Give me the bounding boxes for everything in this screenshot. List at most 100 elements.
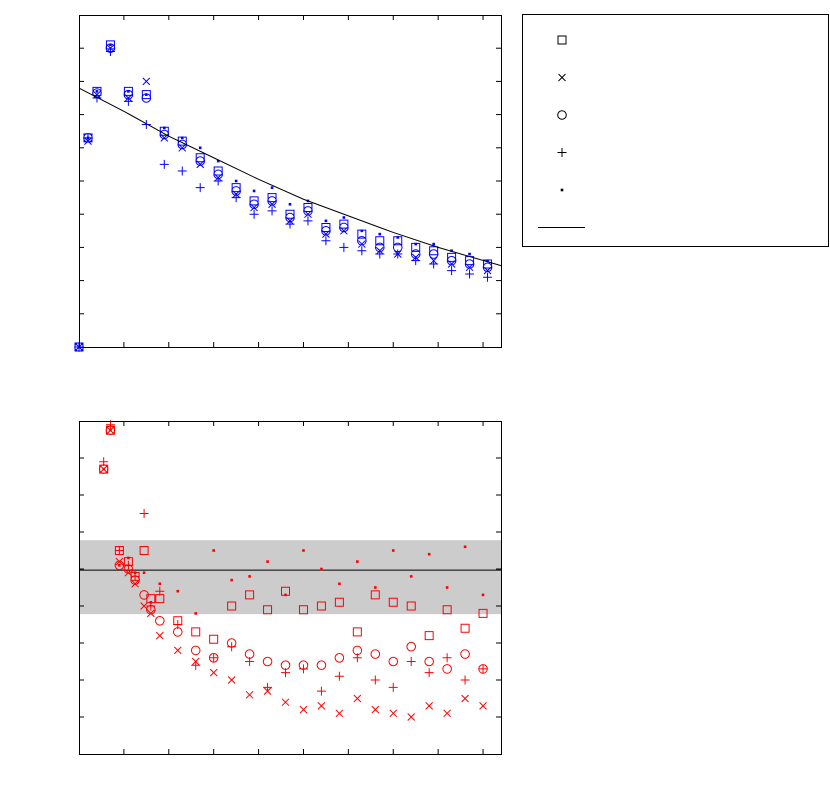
- data-point: [316, 601, 326, 611]
- data-point: [406, 601, 416, 611]
- data-point: [252, 189, 256, 193]
- data-point: [114, 560, 125, 571]
- data-point: [324, 219, 328, 223]
- data-point: [483, 272, 493, 282]
- data-point: [230, 578, 233, 582]
- data-point: [303, 216, 313, 226]
- data-point: [321, 236, 331, 246]
- data-point: [123, 560, 133, 570]
- data-point: [95, 90, 99, 93]
- data-point: [141, 120, 151, 130]
- data-point: [393, 249, 403, 259]
- data-point: [478, 664, 488, 674]
- data-point: [321, 226, 331, 236]
- data-point: [302, 549, 305, 552]
- data-point: [102, 467, 105, 471]
- data-point: [425, 702, 434, 710]
- data-point: [406, 657, 416, 666]
- data-point: [155, 594, 165, 604]
- data-point: [445, 586, 449, 589]
- data-point: [285, 219, 295, 229]
- data-point: [155, 616, 165, 626]
- data-point: [465, 263, 474, 272]
- data-point: [139, 546, 149, 555]
- data-point: [155, 631, 164, 640]
- data-point: [424, 631, 434, 641]
- data-point: [267, 196, 277, 206]
- data-point: [373, 586, 377, 589]
- data-point: [378, 232, 382, 236]
- data-point: [468, 252, 471, 256]
- data-point: [196, 160, 205, 169]
- data-point: [139, 509, 149, 518]
- data-point: [428, 249, 439, 259]
- data-point: [356, 560, 359, 563]
- data-point: [317, 702, 326, 710]
- data-point: [424, 656, 434, 667]
- data-point: [131, 579, 139, 588]
- data-point: [460, 649, 470, 659]
- data-point: [409, 575, 413, 578]
- data-point: [99, 457, 109, 467]
- data-point: [124, 568, 133, 577]
- data-point: [177, 166, 187, 176]
- data-point: [145, 93, 148, 96]
- data-point: [139, 590, 149, 600]
- data-point: [212, 549, 215, 552]
- data-point: [159, 129, 170, 140]
- legend-box: [522, 14, 829, 247]
- data-point: [316, 686, 326, 696]
- legend-marker: [557, 148, 567, 157]
- data-point: [442, 653, 452, 663]
- data-point: [173, 620, 183, 629]
- data-point: [481, 593, 485, 597]
- data-point: [303, 206, 313, 216]
- data-point: [191, 660, 201, 670]
- data-point: [299, 705, 308, 714]
- data-point: [432, 242, 435, 246]
- data-point: [427, 552, 431, 556]
- data-point: [231, 193, 241, 203]
- data-point: [316, 660, 327, 671]
- data-point: [357, 246, 367, 256]
- data-point: [115, 557, 124, 566]
- data-point: [149, 601, 153, 604]
- data-point: [443, 709, 451, 718]
- fit-curve: [78, 87, 502, 267]
- data-point: [334, 653, 345, 663]
- data-point: [461, 694, 469, 703]
- data-point: [388, 682, 398, 692]
- data-point: [460, 675, 470, 685]
- data-point: [391, 549, 395, 552]
- data-point: [178, 143, 187, 152]
- data-point: [213, 176, 223, 186]
- data-point: [198, 146, 202, 150]
- data-point: [298, 605, 308, 615]
- data-point: [414, 242, 418, 246]
- data-point: [86, 136, 90, 140]
- data-point: [195, 156, 206, 166]
- data-point: [463, 545, 467, 549]
- data-point: [298, 664, 308, 674]
- data-point: [262, 656, 273, 667]
- data-point: [245, 590, 255, 600]
- data-point: [371, 705, 380, 714]
- legend-marker: [560, 188, 564, 192]
- data-point: [370, 649, 381, 659]
- data-point: [133, 571, 137, 574]
- data-point: [176, 589, 180, 593]
- data-point: [339, 222, 349, 233]
- data-point: [227, 642, 237, 652]
- data-point: [146, 594, 156, 604]
- data-point: [263, 605, 273, 615]
- data-point: [159, 159, 169, 169]
- data-point: [114, 546, 124, 555]
- data-point: [479, 702, 487, 710]
- data-point: [465, 269, 475, 279]
- data-point: [245, 657, 255, 666]
- data-point: [267, 206, 277, 216]
- data-point: [482, 262, 493, 273]
- band: [79, 540, 501, 615]
- data-point: [322, 230, 330, 238]
